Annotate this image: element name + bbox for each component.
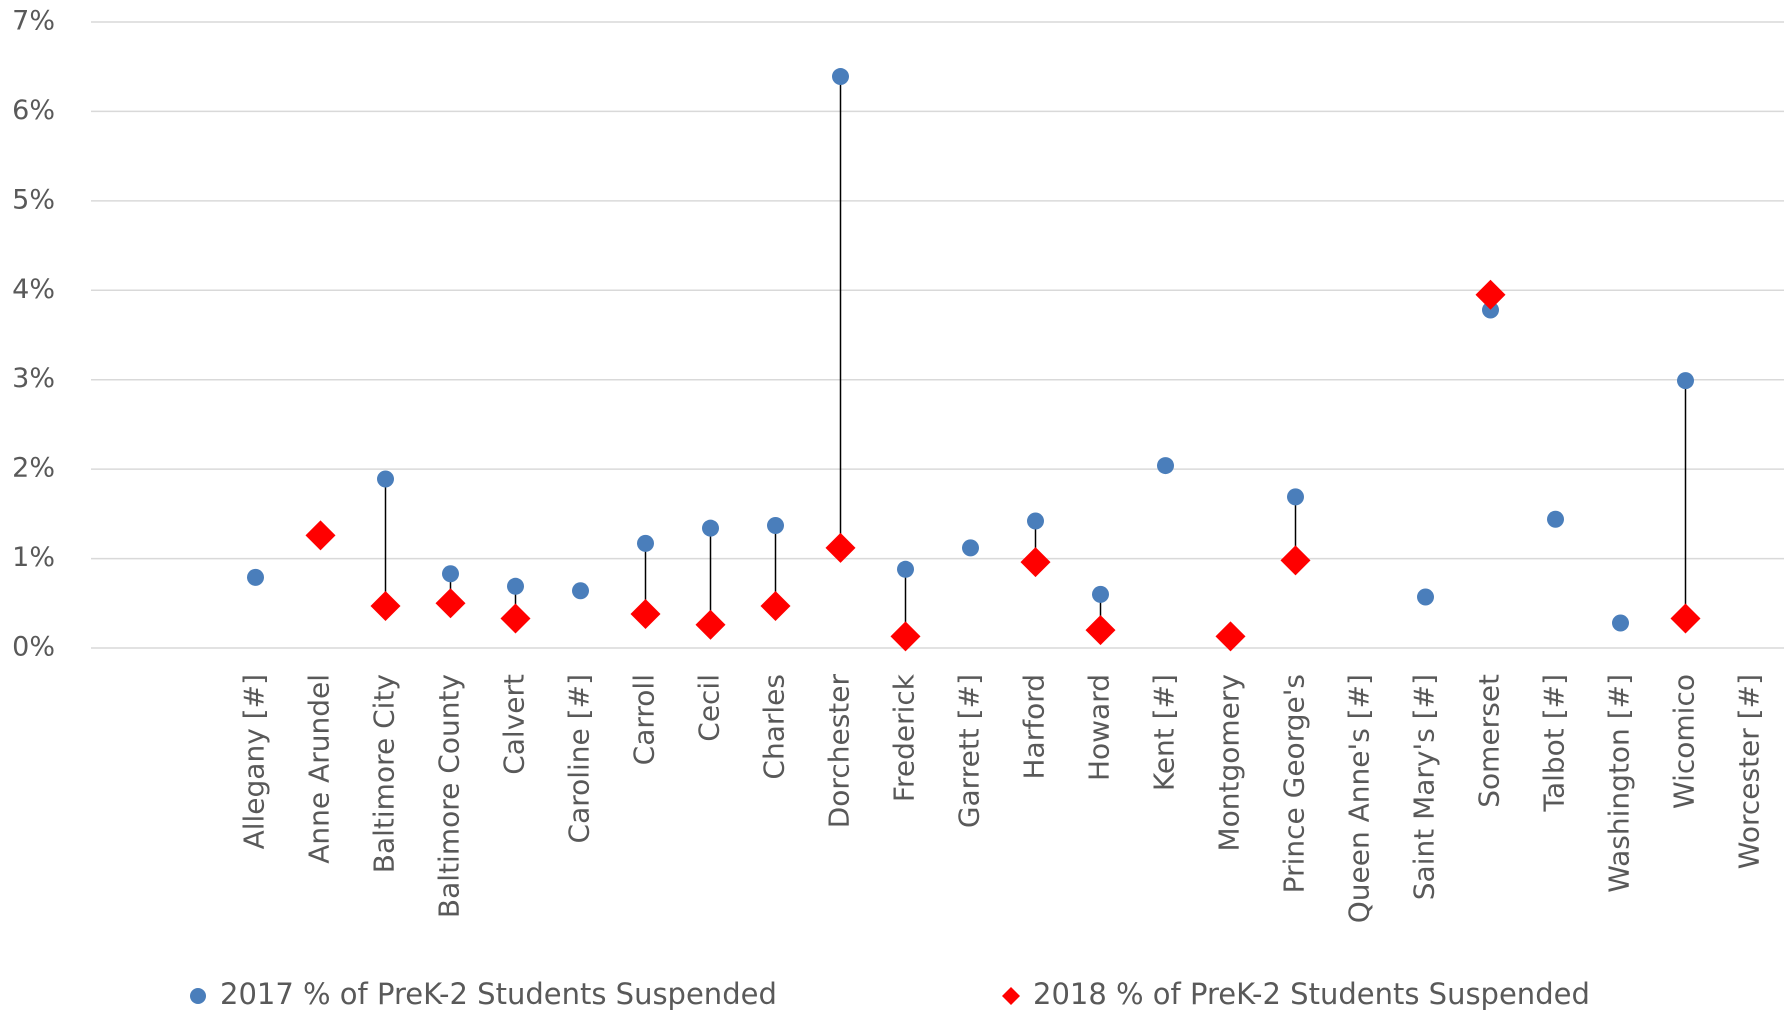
- x-tick-label: Saint Mary's [#]: [1408, 674, 1441, 900]
- point: [1475, 279, 1506, 310]
- point: [305, 520, 336, 551]
- x-tick-label: Worcester [#]: [1733, 674, 1766, 869]
- x-tick-label: Garrett [#]: [953, 674, 986, 828]
- x-tick-label: Talbot [#]: [1538, 674, 1571, 813]
- point: [1085, 615, 1116, 646]
- x-tick-label: Montgomery: [1213, 674, 1246, 852]
- point: [630, 599, 661, 630]
- legend-marker: [1002, 987, 1020, 1005]
- y-tick-label: 5%: [12, 184, 55, 215]
- point: [507, 577, 524, 595]
- point: [1670, 603, 1701, 634]
- point: [962, 539, 979, 557]
- point: [832, 68, 849, 86]
- point: [890, 621, 921, 652]
- x-tick-label: Calvert: [498, 674, 531, 775]
- point: [1215, 621, 1246, 652]
- x-tick-label: Carroll: [628, 674, 661, 765]
- point: [370, 590, 401, 621]
- point: [767, 516, 784, 534]
- point: [1547, 510, 1564, 528]
- point: [897, 560, 914, 578]
- x-tick-label: Baltimore City: [368, 674, 401, 873]
- legend-label: 2017 % of PreK-2 Students Suspended: [220, 977, 777, 1011]
- x-tick-label: Howard: [1083, 674, 1116, 781]
- y-tick-label: 2%: [12, 453, 55, 484]
- x-tick-label: Caroline [#]: [563, 674, 596, 843]
- point: [1287, 488, 1304, 506]
- point: [695, 609, 726, 640]
- point: [1280, 545, 1311, 576]
- x-tick-label: Charles: [758, 674, 791, 780]
- point: [247, 568, 264, 586]
- point: [1020, 547, 1051, 578]
- point: [377, 470, 394, 488]
- x-tick-label: Somerset: [1473, 674, 1506, 808]
- point: [825, 532, 856, 563]
- x-tick-label: Anne Arundel: [303, 674, 336, 864]
- y-tick-label: 3%: [12, 363, 55, 394]
- y-tick-label: 4%: [12, 274, 55, 305]
- point: [572, 582, 589, 600]
- point: [637, 534, 654, 552]
- x-tick-label: Baltimore County: [433, 674, 466, 918]
- point: [1157, 457, 1174, 475]
- x-tick-label: Queen Anne's [#]: [1343, 674, 1376, 923]
- legend-marker: [190, 988, 206, 1004]
- point: [1092, 585, 1109, 603]
- point: [500, 603, 531, 634]
- point: [760, 590, 791, 621]
- y-tick-label: 7%: [12, 6, 55, 37]
- point: [1677, 372, 1694, 390]
- x-tick-label: Wicomico: [1668, 674, 1701, 809]
- x-tick-label: Kent [#]: [1148, 674, 1181, 791]
- y-tick-label: 0%: [12, 632, 55, 663]
- point: [1612, 614, 1629, 632]
- point: [435, 588, 466, 619]
- point: [1417, 588, 1434, 606]
- x-tick-label: Prince George's: [1278, 674, 1311, 893]
- legend-label: 2018 % of PreK-2 Students Suspended: [1033, 977, 1590, 1011]
- point: [1482, 301, 1499, 319]
- x-tick-label: Dorchester: [823, 674, 856, 829]
- y-tick-label: 6%: [12, 95, 55, 126]
- x-tick-label: Frederick: [888, 673, 921, 802]
- x-tick-label: Cecil: [693, 674, 726, 742]
- point: [702, 519, 719, 537]
- y-tick-label: 1%: [12, 542, 55, 573]
- x-tick-label: Harford: [1018, 674, 1051, 780]
- point: [442, 565, 459, 583]
- x-tick-label: Washington [#]: [1603, 674, 1636, 893]
- point: [1027, 512, 1044, 530]
- x-tick-label: Allegany [#]: [238, 674, 271, 849]
